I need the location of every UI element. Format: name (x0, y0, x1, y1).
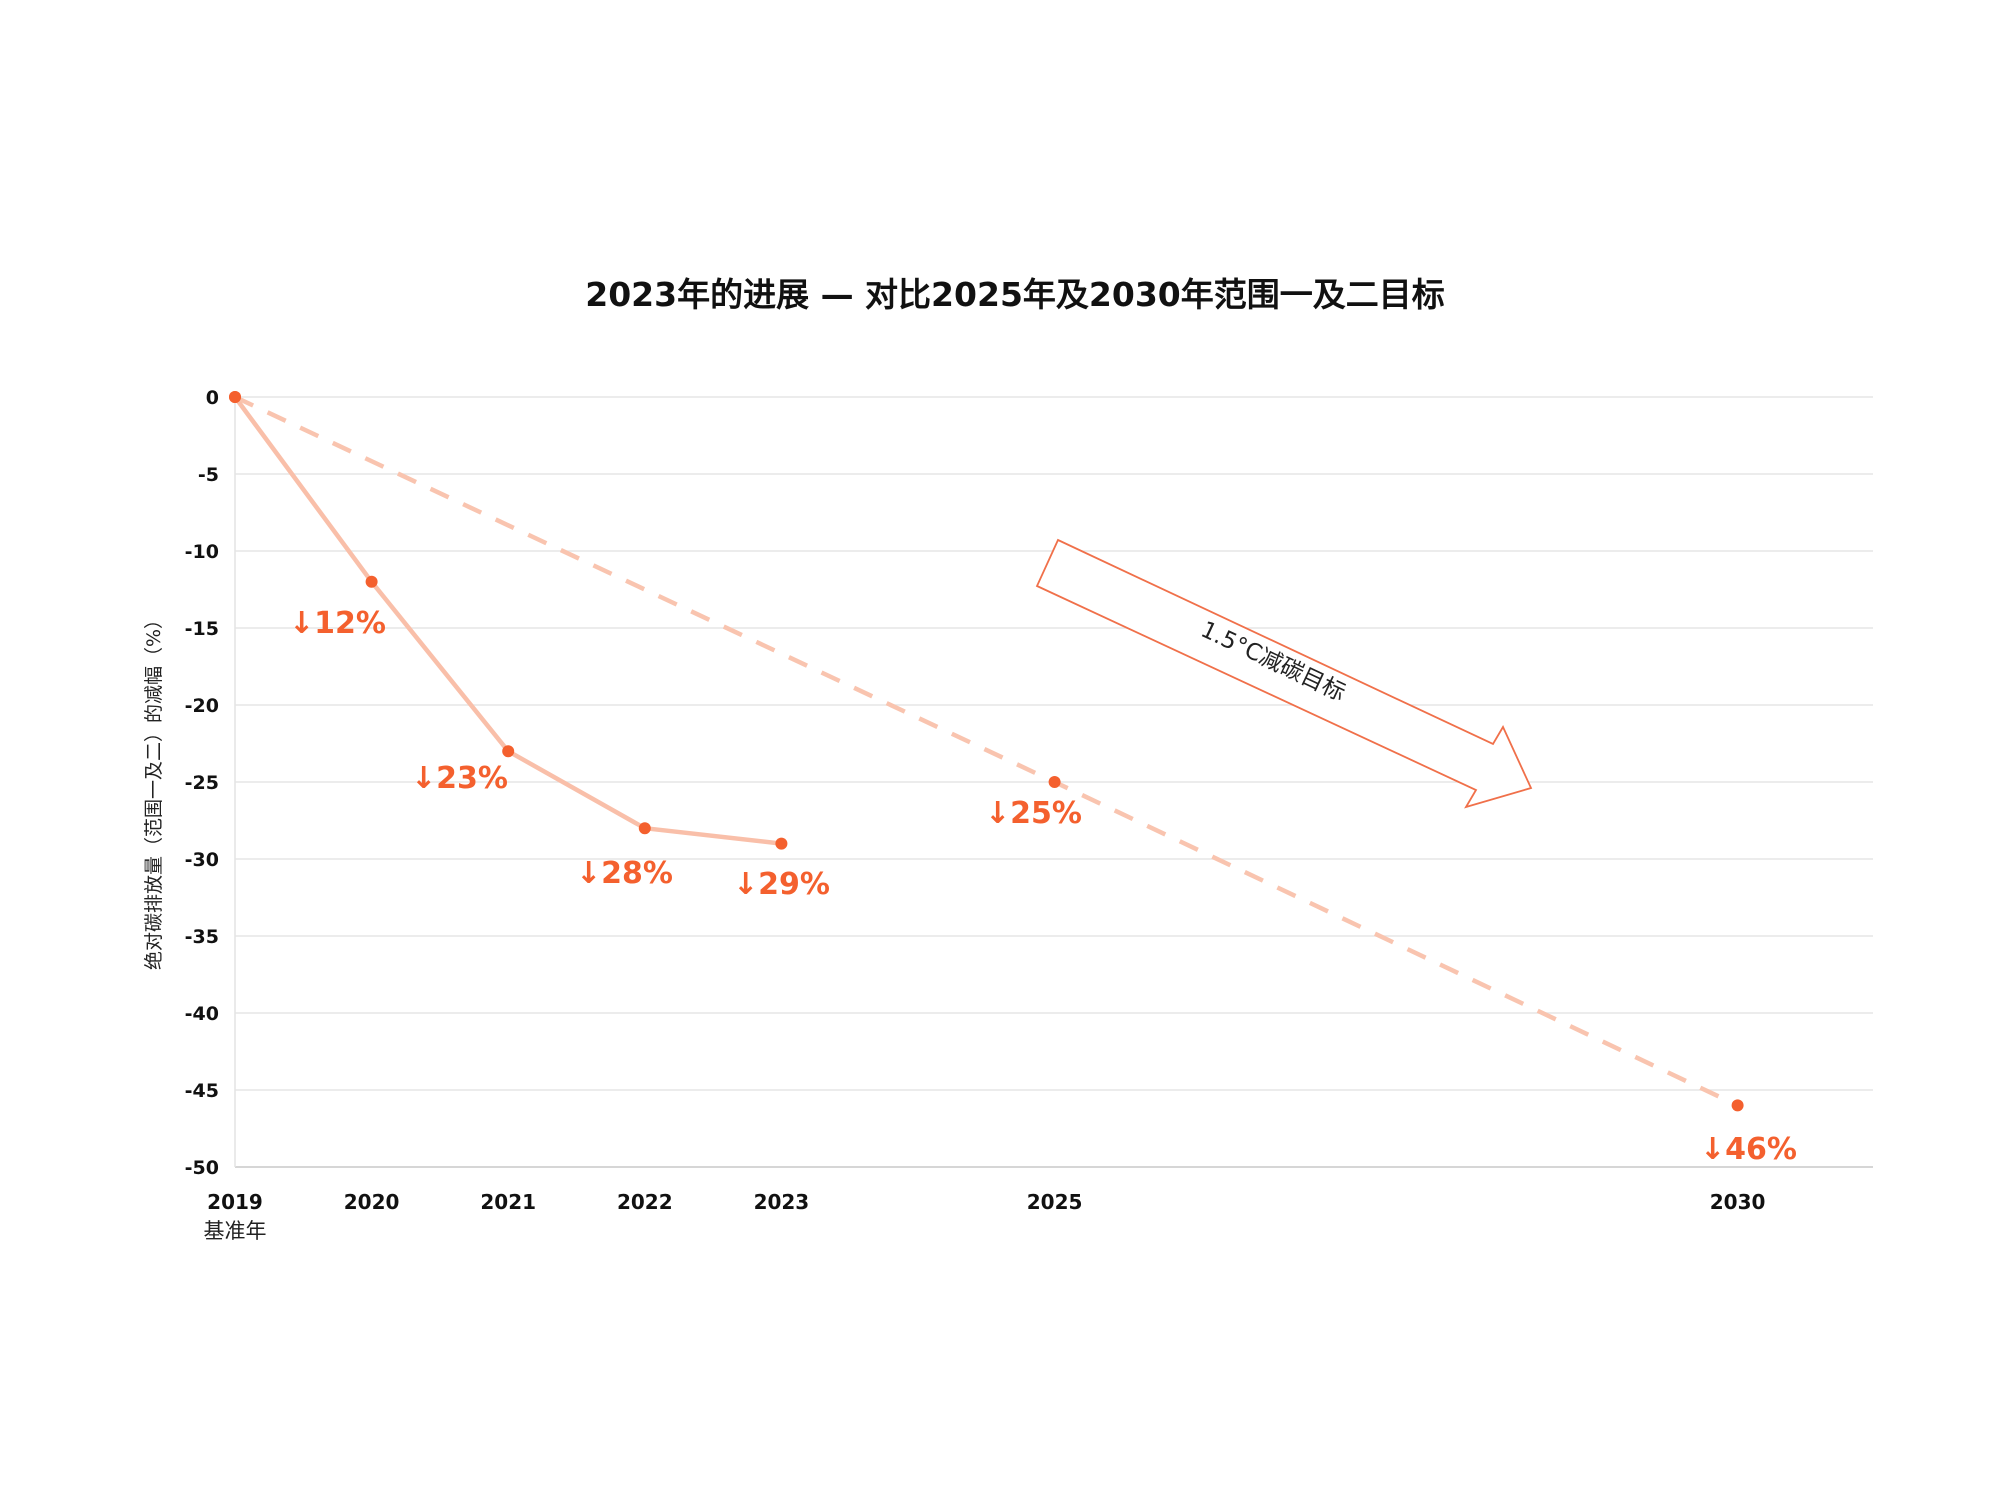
data-point-marker (775, 837, 788, 850)
y-tick-label: -50 (185, 1157, 219, 1179)
y-tick-label: -15 (185, 618, 219, 640)
data-point-marker (1731, 1099, 1744, 1112)
y-tick-label: -10 (185, 541, 219, 563)
x-tick-label: 2023 (754, 1190, 810, 1214)
y-tick-label: -40 (185, 1003, 219, 1025)
reduction-percentage-label: ↓25% (985, 796, 1082, 831)
x-tick-label: 2019 (207, 1190, 263, 1214)
data-point-marker (1048, 776, 1061, 788)
reduction-percentage-label: ↓46% (1700, 1132, 1797, 1167)
reduction-percentage-label: ↓29% (733, 867, 830, 902)
target-block-arrow: 1.5°C减碳目标 (1035, 538, 1533, 809)
y-tick-label: -30 (185, 849, 219, 871)
data-point-marker (638, 822, 651, 835)
reduction-percentage-label: ↓28% (576, 856, 673, 891)
chart-title: 2023年的进展 — 对比2025年及2030年范围一及二目标 (585, 275, 1445, 314)
y-tick-label: -20 (185, 695, 219, 717)
x-tick-label: 2021 (480, 1190, 536, 1214)
x-tick-label: 2025 (1027, 1190, 1083, 1214)
data-point-marker (229, 391, 241, 403)
data-point-marker (502, 745, 515, 758)
y-tick-label: -35 (185, 926, 219, 948)
reduction-percentage-label: ↓12% (289, 606, 386, 641)
x-tick-label: 2030 (1710, 1190, 1766, 1214)
data-point-marker (365, 575, 378, 588)
block-arrow-icon (1035, 538, 1533, 809)
y-tick-label: 0 (206, 387, 219, 409)
series-group (229, 391, 1744, 1112)
x-tick-labels: 2019 基准年 2020 2021 2022 2023 2025 2030 (204, 1190, 1766, 1243)
y-tick-label: -5 (198, 464, 219, 486)
reduction-percentage-label: ↓23% (411, 761, 508, 796)
y-axis-label: 绝对碳排放量（范围一及二）的减幅（%） (143, 610, 165, 970)
percentage-labels: ↓12% ↓23% ↓28% ↓29% ↓25% ↓46% (289, 606, 1797, 1167)
y-tick-label: -45 (185, 1080, 219, 1102)
x-tick-sublabel: 基准年 (204, 1219, 267, 1243)
x-tick-label: 2022 (617, 1190, 673, 1214)
y-tick-labels: 0 -5 -10 -15 -20 -25 -30 -35 -40 -45 -50 (185, 387, 219, 1179)
x-tick-label: 2020 (344, 1190, 400, 1214)
y-tick-label: -25 (185, 772, 219, 794)
